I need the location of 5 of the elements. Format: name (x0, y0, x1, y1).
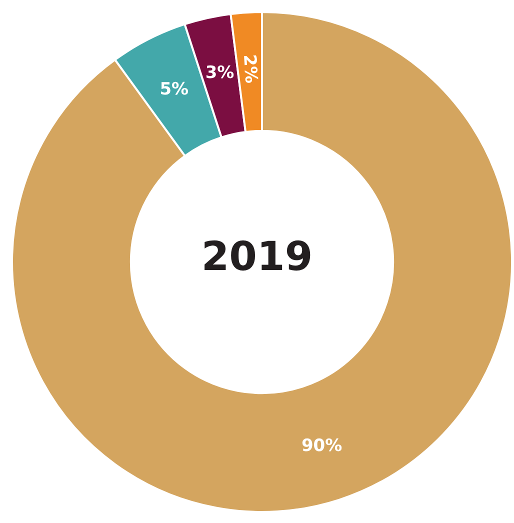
text: 2019 (201, 234, 313, 280)
data-label: 5% (160, 80, 189, 100)
data-label: 90% (301, 436, 342, 456)
data-label: 2% (238, 54, 261, 84)
data-label: 3% (205, 63, 234, 84)
